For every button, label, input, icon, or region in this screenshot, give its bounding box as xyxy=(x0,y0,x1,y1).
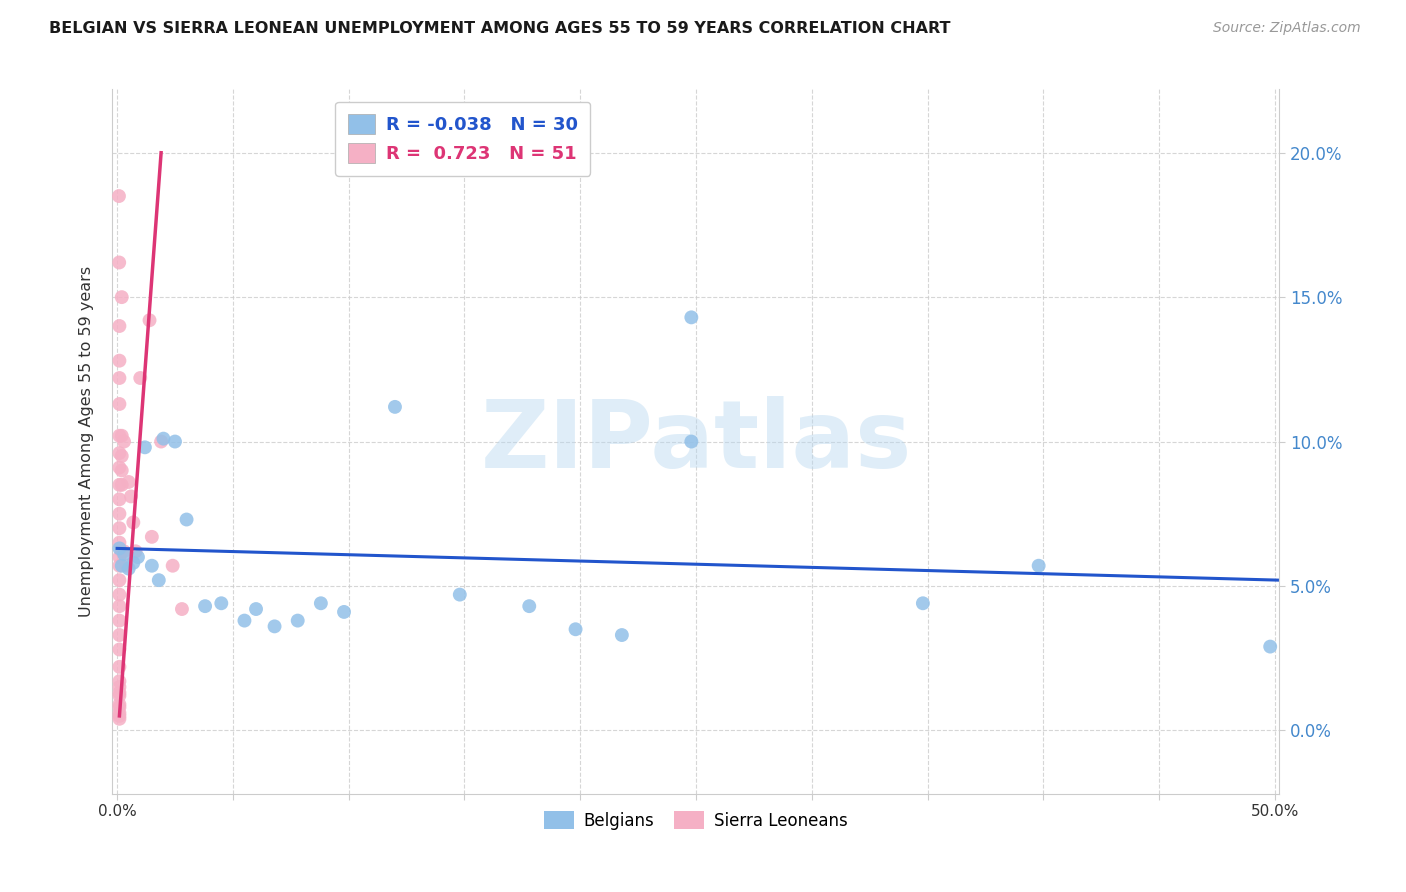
Point xyxy=(108,541,131,556)
Point xyxy=(108,189,131,203)
Point xyxy=(170,602,193,616)
Point xyxy=(141,530,163,544)
Point xyxy=(108,689,131,703)
Point xyxy=(333,605,356,619)
Text: ZIPatlas: ZIPatlas xyxy=(481,395,911,488)
Point xyxy=(108,492,131,507)
Point xyxy=(108,698,131,712)
Point xyxy=(162,558,184,573)
Point xyxy=(108,599,131,614)
Point xyxy=(122,556,145,570)
Point xyxy=(108,628,131,642)
Point xyxy=(150,434,173,449)
Point xyxy=(129,371,152,385)
Point xyxy=(681,434,703,449)
Point xyxy=(108,712,131,726)
Point xyxy=(108,255,131,269)
Point xyxy=(108,318,131,333)
Point xyxy=(134,440,156,454)
Point xyxy=(127,550,149,565)
Point xyxy=(124,544,146,558)
Point xyxy=(108,371,131,385)
Point xyxy=(118,475,141,489)
Point xyxy=(245,602,267,616)
Point xyxy=(112,544,135,558)
Point xyxy=(111,290,134,304)
Point xyxy=(108,660,131,674)
Point xyxy=(309,596,332,610)
Point xyxy=(108,680,131,694)
Point xyxy=(122,516,145,530)
Point xyxy=(108,700,131,714)
Point xyxy=(111,449,134,463)
Point xyxy=(108,460,131,475)
Point xyxy=(138,313,160,327)
Point xyxy=(108,588,131,602)
Point xyxy=(610,628,633,642)
Point xyxy=(141,558,163,573)
Point xyxy=(108,614,131,628)
Text: Source: ZipAtlas.com: Source: ZipAtlas.com xyxy=(1213,21,1361,36)
Point xyxy=(108,674,131,689)
Point xyxy=(111,544,134,558)
Point xyxy=(112,547,135,561)
Point xyxy=(115,558,138,573)
Point xyxy=(564,622,586,636)
Point xyxy=(108,686,131,700)
Point xyxy=(120,490,142,504)
Point xyxy=(449,588,471,602)
Text: BELGIAN VS SIERRA LEONEAN UNEMPLOYMENT AMONG AGES 55 TO 59 YEARS CORRELATION CHA: BELGIAN VS SIERRA LEONEAN UNEMPLOYMENT A… xyxy=(49,21,950,37)
Point xyxy=(112,434,135,449)
Point xyxy=(176,512,198,526)
Point xyxy=(108,706,131,720)
Point xyxy=(108,573,131,587)
Point xyxy=(209,596,232,610)
Point xyxy=(108,550,131,565)
Point xyxy=(111,558,134,573)
Point xyxy=(111,478,134,492)
Point xyxy=(108,507,131,521)
Point xyxy=(148,573,170,587)
Legend: Belgians, Sierra Leoneans: Belgians, Sierra Leoneans xyxy=(537,805,855,837)
Point xyxy=(108,478,131,492)
Point xyxy=(108,709,131,723)
Point xyxy=(152,432,174,446)
Point xyxy=(118,561,141,575)
Point xyxy=(111,463,134,477)
Y-axis label: Unemployment Among Ages 55 to 59 years: Unemployment Among Ages 55 to 59 years xyxy=(79,266,94,617)
Point xyxy=(517,599,540,614)
Point xyxy=(108,642,131,657)
Point xyxy=(911,596,934,610)
Point xyxy=(108,429,131,443)
Point xyxy=(108,446,131,460)
Point xyxy=(263,619,285,633)
Point xyxy=(108,558,131,573)
Point xyxy=(384,400,406,414)
Point xyxy=(287,614,309,628)
Point xyxy=(108,353,131,368)
Point xyxy=(1028,558,1050,573)
Point xyxy=(1258,640,1281,654)
Point xyxy=(108,535,131,549)
Point xyxy=(681,310,703,325)
Point xyxy=(108,521,131,535)
Point xyxy=(111,429,134,443)
Point xyxy=(108,397,131,411)
Point xyxy=(194,599,217,614)
Point xyxy=(163,434,186,449)
Point xyxy=(233,614,256,628)
